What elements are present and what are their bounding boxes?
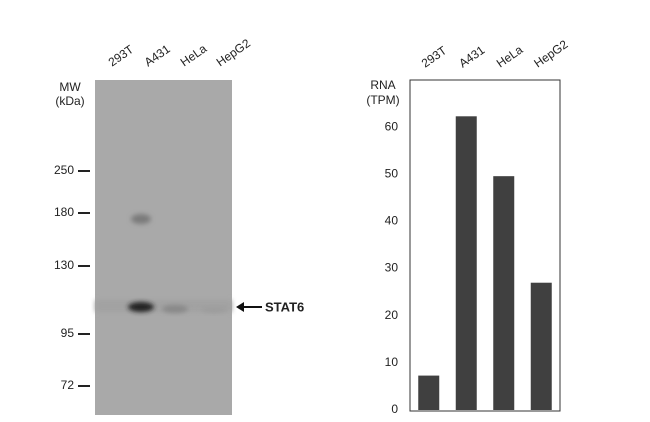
x-tick-label: HeLa bbox=[494, 42, 526, 70]
bar bbox=[418, 375, 440, 410]
target-arrowhead bbox=[236, 302, 244, 312]
mw-unit: (kDa) bbox=[55, 94, 84, 108]
marker-label: 130 bbox=[54, 258, 74, 272]
blot-band bbox=[128, 302, 154, 312]
bar bbox=[455, 116, 477, 411]
y-axis-label: (TPM) bbox=[366, 93, 399, 107]
blot-band bbox=[201, 307, 227, 313]
y-tick-label: 0 bbox=[391, 402, 398, 416]
y-tick-label: 60 bbox=[385, 119, 399, 133]
y-tick-label: 10 bbox=[385, 355, 399, 369]
y-tick-label: 20 bbox=[385, 308, 399, 322]
y-axis-label: RNA bbox=[370, 78, 395, 92]
blot-band bbox=[131, 214, 151, 224]
target-label: STAT6 bbox=[265, 299, 304, 314]
lane-label: HepG2 bbox=[214, 36, 253, 69]
bar bbox=[530, 282, 552, 410]
lane-label: A431 bbox=[142, 42, 173, 70]
bar bbox=[493, 176, 515, 410]
plot-frame bbox=[409, 79, 561, 412]
x-tick-label: HepG2 bbox=[531, 37, 570, 70]
y-tick-label: 50 bbox=[385, 166, 399, 180]
x-tick-label: 293T bbox=[419, 43, 450, 71]
marker-label: 250 bbox=[54, 163, 74, 177]
marker-label: 180 bbox=[54, 205, 74, 219]
y-tick-label: 40 bbox=[385, 214, 399, 228]
marker-label: 95 bbox=[61, 326, 75, 340]
x-tick-label: A431 bbox=[456, 43, 487, 71]
blot-membrane bbox=[95, 80, 232, 415]
lane-label: HeLa bbox=[178, 41, 210, 69]
mw-label: MW bbox=[59, 80, 81, 94]
y-tick-label: 30 bbox=[385, 261, 399, 275]
blot-band bbox=[162, 305, 188, 313]
lane-label: 293T bbox=[106, 42, 137, 70]
marker-label: 72 bbox=[61, 378, 75, 392]
